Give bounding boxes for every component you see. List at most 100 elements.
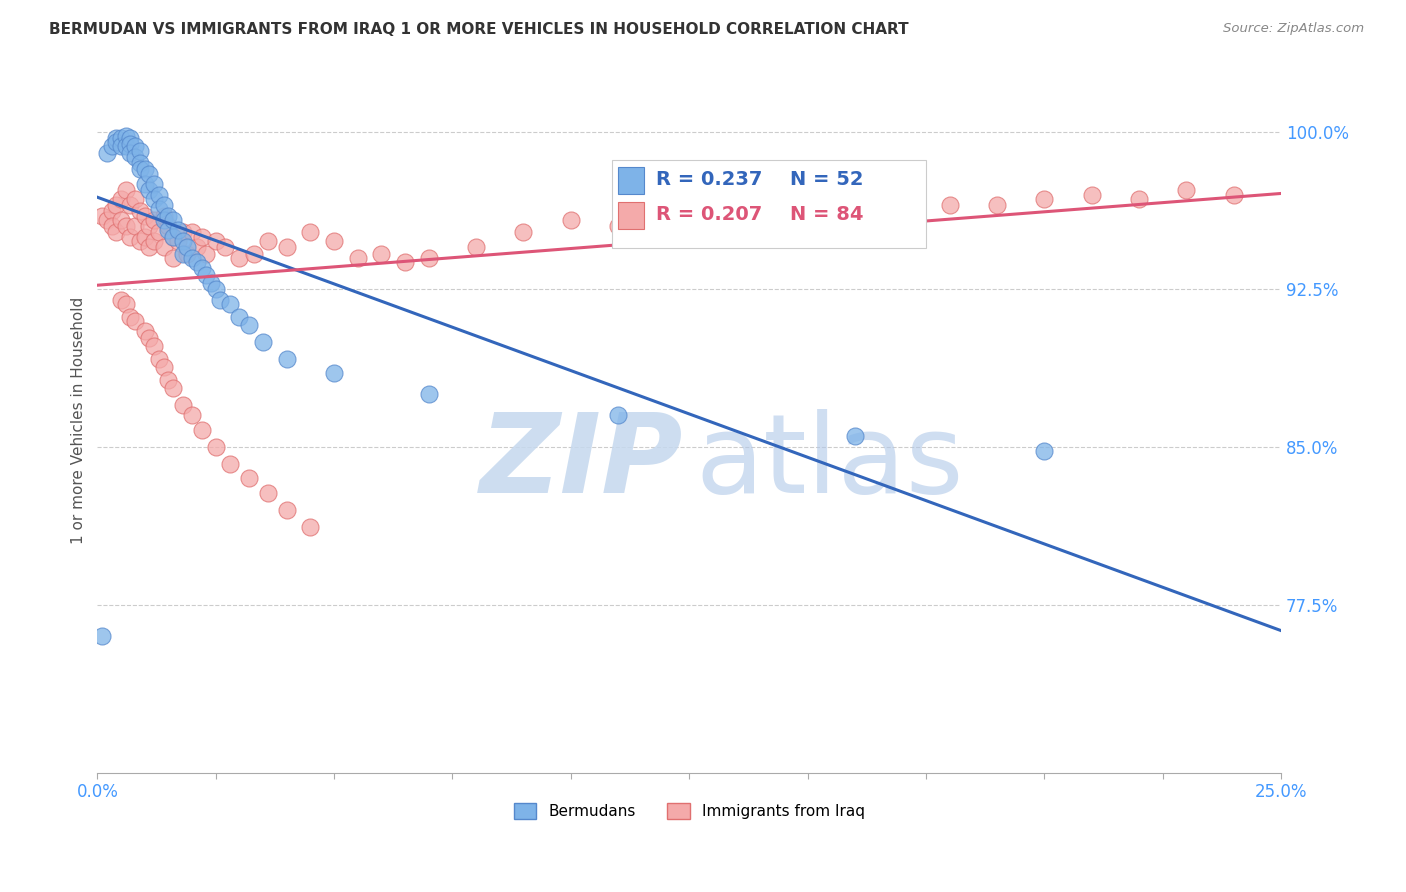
Point	[1222, 187, 1244, 202]
Point	[105, 135, 128, 149]
Point	[134, 209, 156, 223]
Point	[1080, 187, 1102, 202]
Point	[607, 409, 630, 423]
Point	[162, 381, 184, 395]
Point	[1175, 184, 1198, 198]
Point	[172, 226, 194, 240]
Point	[276, 351, 298, 366]
Point	[138, 184, 160, 198]
Point	[299, 226, 322, 240]
Point	[346, 251, 368, 265]
Point	[176, 246, 198, 260]
Point	[238, 318, 260, 332]
Point	[138, 219, 160, 234]
Point	[138, 167, 160, 181]
Point	[134, 229, 156, 244]
Point	[114, 128, 136, 143]
Point	[91, 629, 114, 643]
Point	[157, 219, 180, 234]
Point	[172, 246, 194, 260]
Text: ZIP: ZIP	[479, 409, 683, 516]
Point	[129, 162, 152, 177]
Point	[204, 440, 226, 454]
Point	[114, 139, 136, 153]
Point	[114, 297, 136, 311]
Point	[176, 240, 198, 254]
Point	[256, 486, 278, 500]
Text: N = 84: N = 84	[790, 205, 863, 225]
Point	[276, 503, 298, 517]
Point	[560, 212, 582, 227]
Point	[152, 359, 174, 374]
Point	[190, 261, 212, 276]
Point	[129, 144, 152, 158]
Legend: Bermudans, Immigrants from Iraq: Bermudans, Immigrants from Iraq	[508, 797, 870, 825]
Point	[129, 156, 152, 170]
Point	[844, 429, 866, 443]
Point	[148, 226, 170, 240]
Point	[607, 219, 630, 234]
Point	[100, 219, 122, 234]
Point	[124, 219, 146, 234]
Point	[204, 282, 226, 296]
Point	[796, 212, 818, 227]
Point	[276, 240, 298, 254]
Point	[105, 226, 128, 240]
Bar	[619, 167, 644, 194]
Point	[204, 234, 226, 248]
Point	[986, 198, 1008, 212]
Point	[129, 234, 152, 248]
Point	[195, 268, 218, 282]
Point	[110, 131, 132, 145]
Point	[394, 255, 416, 269]
Point	[134, 162, 156, 177]
Point	[228, 251, 250, 265]
Point	[702, 212, 724, 227]
Point	[214, 240, 236, 254]
Point	[152, 209, 174, 223]
Point	[100, 139, 122, 153]
Point	[120, 229, 142, 244]
Point	[134, 177, 156, 191]
Point	[114, 184, 136, 198]
Point	[143, 177, 166, 191]
Point	[172, 234, 194, 248]
Point	[129, 204, 152, 219]
Point	[134, 324, 156, 338]
Point	[238, 471, 260, 485]
Point	[152, 212, 174, 227]
Point	[219, 297, 242, 311]
Point	[148, 187, 170, 202]
Text: atlas: atlas	[695, 409, 963, 516]
Point	[166, 234, 188, 248]
Point	[512, 226, 534, 240]
Point	[157, 373, 180, 387]
Point	[749, 204, 772, 219]
Point	[120, 137, 142, 152]
Point	[190, 423, 212, 437]
Text: R = 0.237: R = 0.237	[657, 170, 762, 189]
Point	[162, 229, 184, 244]
Bar	[619, 202, 644, 229]
Point	[148, 351, 170, 366]
Point	[256, 234, 278, 248]
Point	[162, 212, 184, 227]
Point	[181, 409, 204, 423]
Point	[124, 192, 146, 206]
Point	[219, 457, 242, 471]
Point	[124, 139, 146, 153]
Point	[186, 255, 208, 269]
Point	[100, 204, 122, 219]
Point	[465, 240, 488, 254]
Point	[162, 251, 184, 265]
Point	[124, 314, 146, 328]
Point	[120, 145, 142, 160]
Point	[299, 520, 322, 534]
Point	[157, 209, 180, 223]
Point	[418, 251, 440, 265]
Point	[228, 310, 250, 324]
Point	[172, 398, 194, 412]
Point	[209, 293, 232, 307]
Point	[157, 223, 180, 237]
Point	[110, 212, 132, 227]
